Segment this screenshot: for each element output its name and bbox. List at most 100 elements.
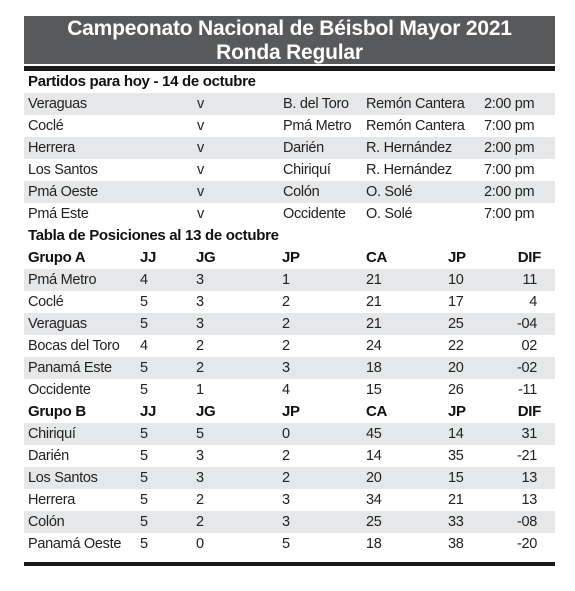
cell-games-lost: 5: [282, 536, 290, 552]
group-header-row: Grupo A JJ JG JP CA JP DIF: [24, 247, 555, 269]
title-line-2: Ronda Regular: [216, 41, 363, 64]
column-header-games-lost: JP: [282, 403, 300, 420]
game-versus: v: [197, 96, 204, 112]
table-row: Colón 5 2 3 25 33 -08: [24, 511, 555, 533]
game-venue: R. Hernández: [366, 162, 452, 178]
game-home-team: Coclé: [28, 118, 64, 134]
team-name: Occidente: [28, 382, 91, 398]
cell-games-lost: 2: [282, 470, 290, 486]
game-time: 7:00 pm: [484, 206, 535, 222]
game-versus: v: [197, 184, 204, 200]
game-row: Los Santos v Chiriquí R. Hernández 7:00 pm: [24, 159, 555, 181]
cell-run-difference: -21: [516, 448, 537, 464]
game-row: Herrera v Darién R. Hernández 2:00 pm: [24, 137, 555, 159]
cell-run-difference: -04: [516, 316, 537, 332]
cell-runs-scored: 25: [366, 514, 382, 530]
cell-games-played: 5: [140, 514, 148, 530]
cell-run-difference: 13: [521, 492, 537, 508]
cell-games-won: 3: [196, 448, 204, 464]
game-away-team: Occidente: [283, 206, 346, 222]
cell-games-won: 2: [196, 514, 204, 530]
cell-games-won: 2: [196, 360, 204, 376]
cell-games-played: 5: [140, 536, 148, 552]
game-away-team: Colón: [283, 184, 320, 200]
cell-run-difference: 02: [521, 338, 537, 354]
game-versus: v: [197, 118, 204, 134]
cell-games-won: 5: [196, 426, 204, 442]
cell-run-difference: 4: [529, 294, 537, 310]
table-row: Occidente 5 1 4 15 26 -11: [24, 379, 555, 401]
game-home-team: Los Santos: [28, 162, 98, 178]
game-home-team: Pmá Este: [28, 206, 89, 222]
title-line-1: Campeonato Nacional de Béisbol Mayor 202…: [67, 17, 512, 40]
game-versus: v: [197, 162, 204, 178]
team-name: Colón: [28, 514, 65, 530]
cell-runs-allowed: 26: [448, 382, 464, 398]
cell-runs-scored: 20: [366, 470, 382, 486]
cell-run-difference: 11: [522, 272, 538, 288]
cell-runs-allowed: 35: [448, 448, 464, 464]
cell-games-lost: 4: [282, 382, 290, 398]
column-header-games-played: JJ: [140, 249, 157, 266]
table-row: Bocas del Toro 4 2 2 24 22 02: [24, 335, 555, 357]
cell-runs-allowed: 17: [448, 294, 464, 310]
team-name: Panamá Oeste: [28, 536, 122, 552]
game-home-team: Herrera: [28, 140, 76, 156]
cell-run-difference: -11: [518, 382, 537, 398]
cell-games-played: 4: [140, 338, 148, 354]
page-title: Campeonato Nacional de Béisbol Mayor 202…: [24, 16, 555, 64]
team-name: Panamá Este: [28, 360, 112, 376]
group-name: Grupo A: [28, 249, 86, 266]
table-row: Los Santos 5 3 2 20 15 13: [24, 467, 555, 489]
cell-runs-allowed: 38: [448, 536, 464, 552]
cell-games-lost: 2: [282, 448, 290, 464]
cell-runs-scored: 14: [366, 448, 382, 464]
cell-games-won: 0: [196, 536, 204, 552]
team-name: Chiriquí: [28, 426, 76, 442]
column-header-runs-scored: CA: [366, 249, 388, 266]
cell-games-played: 5: [140, 448, 148, 464]
cell-games-played: 5: [140, 316, 148, 332]
game-venue: O. Solé: [366, 184, 413, 200]
cell-runs-allowed: 10: [448, 272, 464, 288]
game-versus: v: [197, 206, 204, 222]
column-header-games-played: JJ: [140, 403, 157, 420]
cell-runs-scored: 45: [366, 426, 382, 442]
cell-run-difference: 13: [521, 470, 537, 486]
table-row: Chiriquí 5 5 0 45 14 31: [24, 423, 555, 445]
cell-games-won: 3: [196, 294, 204, 310]
cell-runs-allowed: 25: [448, 316, 464, 332]
cell-games-won: 3: [196, 316, 204, 332]
table-row: Veraguas 5 3 2 21 25 -04: [24, 313, 555, 335]
cell-run-difference: -20: [516, 536, 537, 552]
game-time: 2:00 pm: [484, 140, 535, 156]
cell-games-lost: 2: [282, 294, 290, 310]
game-time: 2:00 pm: [484, 96, 535, 112]
game-away-team: B. del Toro: [283, 96, 349, 112]
game-row: Veraguas v B. del Toro Remón Cantera 2:00 pm: [24, 93, 555, 115]
cell-runs-allowed: 22: [448, 338, 464, 354]
game-away-team: Darién: [283, 140, 324, 156]
cell-runs-allowed: 15: [448, 470, 464, 486]
game-time: 7:00 pm: [484, 118, 535, 134]
column-header-runs-scored: CA: [366, 403, 388, 420]
group-header-row: Grupo B JJ JG JP CA JP DIF: [24, 401, 555, 423]
cell-runs-allowed: 33: [448, 514, 464, 530]
game-away-team: Pmá Metro: [283, 118, 352, 134]
cell-runs-scored: 21: [366, 272, 382, 288]
group-name: Grupo B: [28, 403, 86, 420]
cell-games-played: 5: [140, 360, 148, 376]
game-venue: Remón Cantera: [366, 118, 465, 134]
cell-runs-scored: 24: [366, 338, 382, 354]
cell-games-lost: 3: [282, 514, 290, 530]
cell-games-lost: 3: [282, 492, 290, 508]
table-row: Darién 5 3 2 14 35 -21: [24, 445, 555, 467]
team-name: Pmá Metro: [28, 272, 97, 288]
cell-runs-allowed: 20: [448, 360, 464, 376]
cell-runs-allowed: 14: [448, 426, 464, 442]
cell-run-difference: -08: [516, 514, 537, 530]
table-row: Herrera 5 2 3 34 21 13: [24, 489, 555, 511]
cell-games-lost: 1: [282, 272, 290, 288]
cell-runs-scored: 15: [366, 382, 382, 398]
column-header-games-won: JG: [196, 403, 216, 420]
